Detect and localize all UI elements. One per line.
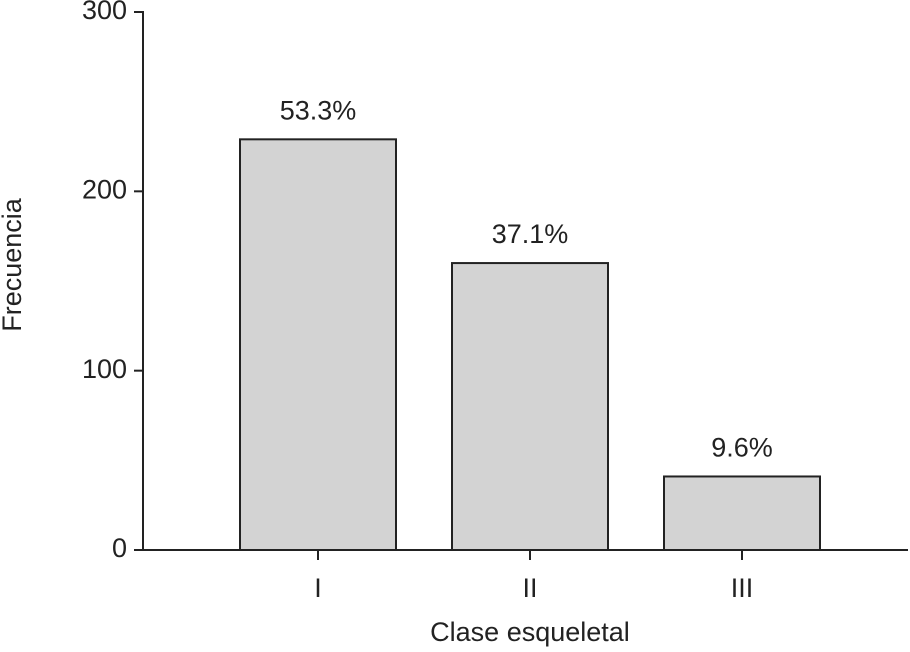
y-tick-label: 300 (82, 0, 127, 25)
y-tick-label: 200 (82, 174, 127, 204)
bar-label: 9.6% (711, 433, 773, 463)
bar-label: 37.1% (492, 219, 569, 249)
bar-label: 53.3% (280, 95, 357, 125)
x-axis-label: Clase esqueletal (430, 617, 630, 647)
x-tick-label: II (522, 573, 537, 603)
x-tick-label: I (314, 573, 322, 603)
bar (663, 475, 821, 551)
bar (451, 262, 609, 551)
y-tick-label: 0 (112, 533, 127, 563)
x-tick-label: III (731, 573, 754, 603)
y-tick-label: 100 (82, 354, 127, 384)
y-axis-label: Frecuencia (0, 197, 27, 332)
bar (239, 138, 397, 551)
